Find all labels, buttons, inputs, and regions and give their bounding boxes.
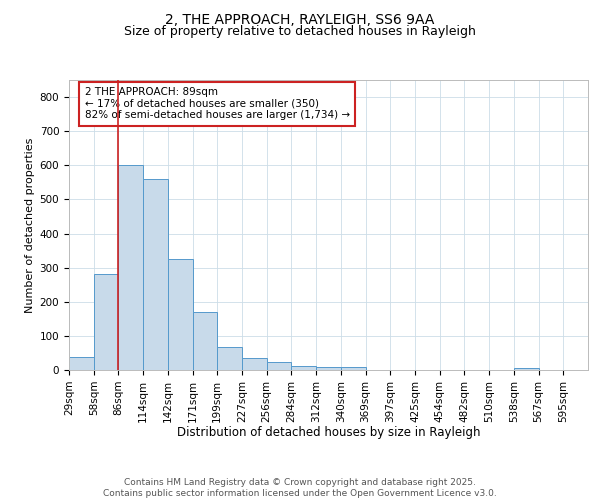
Text: 2, THE APPROACH, RAYLEIGH, SS6 9AA: 2, THE APPROACH, RAYLEIGH, SS6 9AA xyxy=(166,12,434,26)
Bar xyxy=(118,166,143,370)
Bar xyxy=(292,366,316,370)
Bar xyxy=(69,358,94,370)
Bar xyxy=(514,368,539,370)
Bar xyxy=(143,179,168,370)
Bar xyxy=(168,259,193,370)
Bar xyxy=(94,274,118,370)
Bar xyxy=(267,362,292,370)
Bar xyxy=(217,347,242,370)
Bar xyxy=(316,367,341,370)
X-axis label: Distribution of detached houses by size in Rayleigh: Distribution of detached houses by size … xyxy=(177,426,480,439)
Bar xyxy=(193,312,217,370)
Bar xyxy=(341,368,365,370)
Bar xyxy=(242,358,267,370)
Text: Contains HM Land Registry data © Crown copyright and database right 2025.
Contai: Contains HM Land Registry data © Crown c… xyxy=(103,478,497,498)
Y-axis label: Number of detached properties: Number of detached properties xyxy=(25,138,35,312)
Text: Size of property relative to detached houses in Rayleigh: Size of property relative to detached ho… xyxy=(124,25,476,38)
Text: 2 THE APPROACH: 89sqm
← 17% of detached houses are smaller (350)
82% of semi-det: 2 THE APPROACH: 89sqm ← 17% of detached … xyxy=(85,87,350,120)
